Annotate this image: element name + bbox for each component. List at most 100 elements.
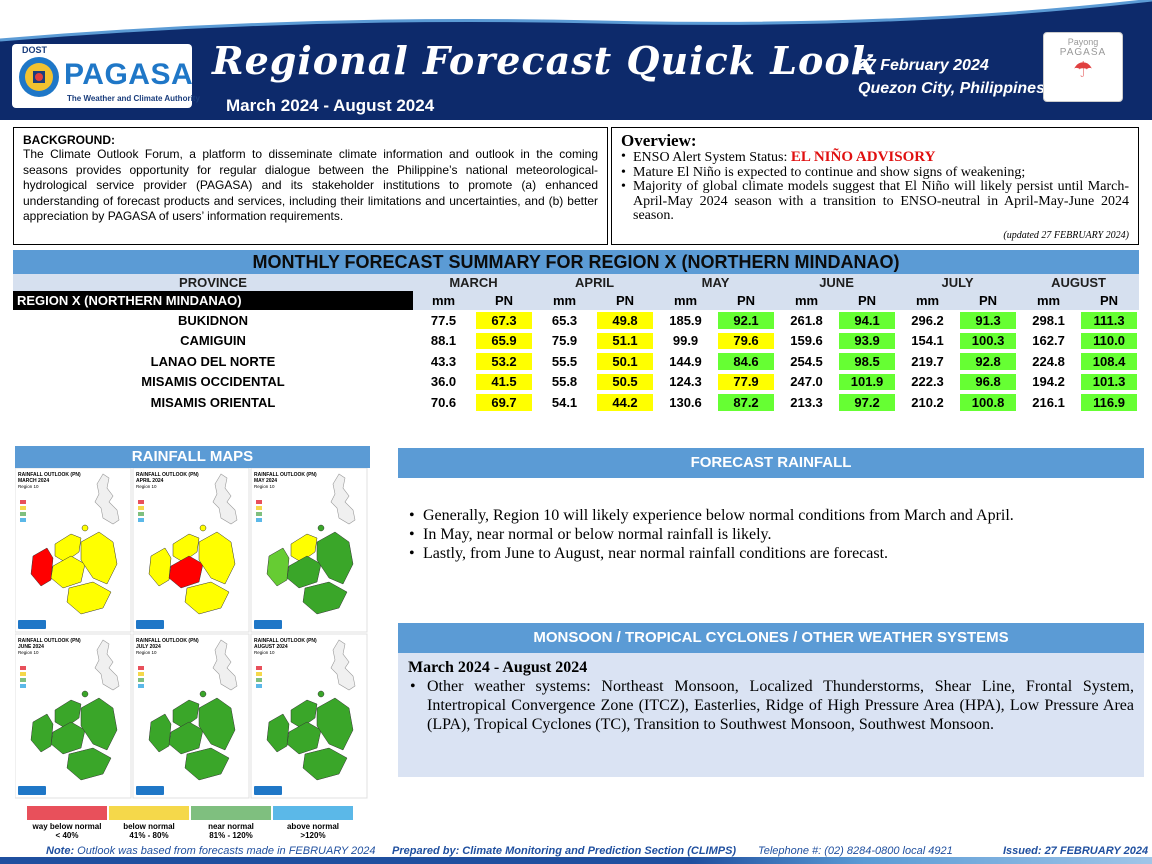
pn-cell: 116.9 xyxy=(1079,392,1140,413)
province-bukidnon xyxy=(80,697,118,751)
mini-pagasa-logo xyxy=(254,786,282,795)
mm-cell: 213.3 xyxy=(790,394,823,410)
forecast-table: PROVINCE MARCH APRIL MAY JUNE JULY AUGUST REGIO… xyxy=(13,274,1140,413)
table-row: MISAMIS OCCIDENTAL 36.0 41.5 55.8 50.5 124.3 7… xyxy=(13,371,1140,392)
mm-subheader: mm xyxy=(897,291,959,310)
province-misamis-oriental-east xyxy=(66,581,112,615)
map-month: MAY 2024 xyxy=(254,478,277,484)
mm-subheader: mm xyxy=(534,291,596,310)
province-lanao-del-norte xyxy=(50,721,86,755)
pn-cell: 87.2 xyxy=(716,392,777,413)
map-legend-swatch xyxy=(138,506,144,510)
pn-cell: 111.3 xyxy=(1079,310,1140,331)
mm-cell: 162.7 xyxy=(1032,333,1065,349)
enso-status: EL NIÑO ADVISORY xyxy=(790,149,936,165)
map-legend-swatch xyxy=(138,518,144,522)
forecast-rainfall-item: Lastly, from June to August, near normal… xyxy=(406,544,1126,563)
pn-cell: 69.7 xyxy=(474,392,535,413)
map-region: Region 10 xyxy=(18,484,39,489)
forecast-table-title: MONTHLY FORECAST SUMMARY FOR REGION X (N… xyxy=(13,250,1139,274)
payong-pagasa-logo: Payong PAGASA ☂ xyxy=(1043,32,1123,102)
mm-cell: 144.9 xyxy=(669,353,702,369)
legend-item: near normal 81% - 120% xyxy=(191,806,271,840)
payong-agency-label: PAGASA xyxy=(1059,47,1107,58)
overview-item: Mature El Niño is expected to continue a… xyxy=(621,165,1129,181)
footer-prepared: Prepared by: Climate Monitoring and Pred… xyxy=(392,845,737,857)
issue-info: 27 February 2024 Quezon City, Philippine… xyxy=(858,54,1045,100)
province-bukidnon xyxy=(80,531,118,585)
province-lanao-del-norte xyxy=(168,721,204,755)
background-text: The Climate Outlook Forum, a platform to… xyxy=(23,147,598,224)
forecast-rainfall-item: In May, near normal or below normal rain… xyxy=(406,525,1126,544)
province-misamis-occidental xyxy=(30,547,54,587)
forecast-period: March 2024 - August 2024 xyxy=(226,96,435,115)
map-month: APRIL 2024 xyxy=(136,478,164,484)
pn-cell: 97.2 xyxy=(837,392,898,413)
mm-cell: 222.3 xyxy=(911,374,944,390)
legend-item: below normal 41% - 80% xyxy=(109,806,189,840)
mm-cell: 55.5 xyxy=(551,353,578,369)
map-legend-swatch xyxy=(256,500,262,504)
pn-cell: 96.8 xyxy=(958,371,1019,392)
mm-cell: 224.8 xyxy=(1032,353,1065,369)
legend-label: way below normal xyxy=(32,822,102,831)
forecast-rainfall-title: FORECAST RAINFALL xyxy=(398,448,1144,478)
province-misamis-occidental xyxy=(266,547,290,587)
month-header: MARCH xyxy=(413,274,535,291)
mm-cell: 124.3 xyxy=(669,374,702,390)
province-camiguin xyxy=(199,524,207,532)
map-legend-swatch xyxy=(256,684,262,688)
mm-cell: 130.6 xyxy=(669,394,702,410)
pn-cell: 67.3 xyxy=(474,310,535,331)
mm-cell: 43.3 xyxy=(430,353,457,369)
overview-heading: Overview: xyxy=(621,131,697,150)
province-bukidnon xyxy=(316,697,354,751)
philippines-inset-icon xyxy=(212,473,238,525)
table-header-row: PROVINCE MARCH APRIL MAY JUNE JULY AUGUST xyxy=(13,274,1140,291)
background-heading: BACKGROUND: xyxy=(23,133,115,147)
pn-subheader: PN xyxy=(595,291,656,310)
map-region: Region 10 xyxy=(136,484,157,489)
weather-systems-box: March 2024 - August 2024 Other weather s… xyxy=(398,653,1144,777)
pn-subheader: PN xyxy=(474,291,535,310)
map-caption: RAINFALL OUTLOOK (PN) xyxy=(18,638,81,644)
legend-label: below normal xyxy=(123,822,175,831)
map-month: JULY 2024 xyxy=(136,644,161,650)
map-legend-swatch xyxy=(138,678,144,682)
pn-cell: 92.1 xyxy=(716,310,777,331)
province-misamis-oriental-east xyxy=(66,747,112,781)
pn-cell: 77.9 xyxy=(716,371,777,392)
issue-location: Quezon City, Philippines xyxy=(858,80,1045,97)
province-misamis-occidental xyxy=(148,547,172,587)
table-row: LANAO DEL NORTE 43.3 53.2 55.5 50.1 144.9 84.6… xyxy=(13,351,1140,372)
mm-cell: 298.1 xyxy=(1032,312,1065,328)
map-legend-swatch xyxy=(256,512,262,516)
pn-cell: 79.6 xyxy=(716,330,777,351)
mm-cell: 296.2 xyxy=(911,312,944,328)
legend-swatch xyxy=(273,806,353,820)
map-month: AUGUST 2024 xyxy=(254,644,288,650)
pn-cell: 98.5 xyxy=(837,351,898,372)
pn-cell: 51.1 xyxy=(595,330,656,351)
pn-cell: 93.9 xyxy=(837,330,898,351)
province-misamis-oriental-west xyxy=(54,533,82,563)
mini-pagasa-logo xyxy=(136,620,164,629)
province-cell: MISAMIS OCCIDENTAL xyxy=(141,374,285,390)
pagasa-seal-icon xyxy=(19,57,59,97)
forecast-rainfall-item: Generally, Region 10 will likely experie… xyxy=(406,506,1126,525)
province-misamis-oriental-west xyxy=(290,533,318,563)
province-misamis-oriental-east xyxy=(302,581,348,615)
weather-systems-period: March 2024 - August 2024 xyxy=(408,659,588,676)
mm-subheader: mm xyxy=(1018,291,1080,310)
mm-cell: 55.8 xyxy=(551,374,578,390)
table-row: MISAMIS ORIENTAL 70.6 69.7 54.1 44.2 130.6 87.… xyxy=(13,392,1140,413)
province-misamis-occidental xyxy=(148,713,172,753)
province-cell: CAMIGUIN xyxy=(180,333,246,349)
mm-cell: 254.5 xyxy=(790,353,823,369)
mm-cell: 99.9 xyxy=(672,333,699,349)
pn-cell: 53.2 xyxy=(474,351,535,372)
pn-subheader: PN xyxy=(716,291,777,310)
mm-cell: 261.8 xyxy=(790,312,823,328)
map-legend-swatch xyxy=(20,500,26,504)
